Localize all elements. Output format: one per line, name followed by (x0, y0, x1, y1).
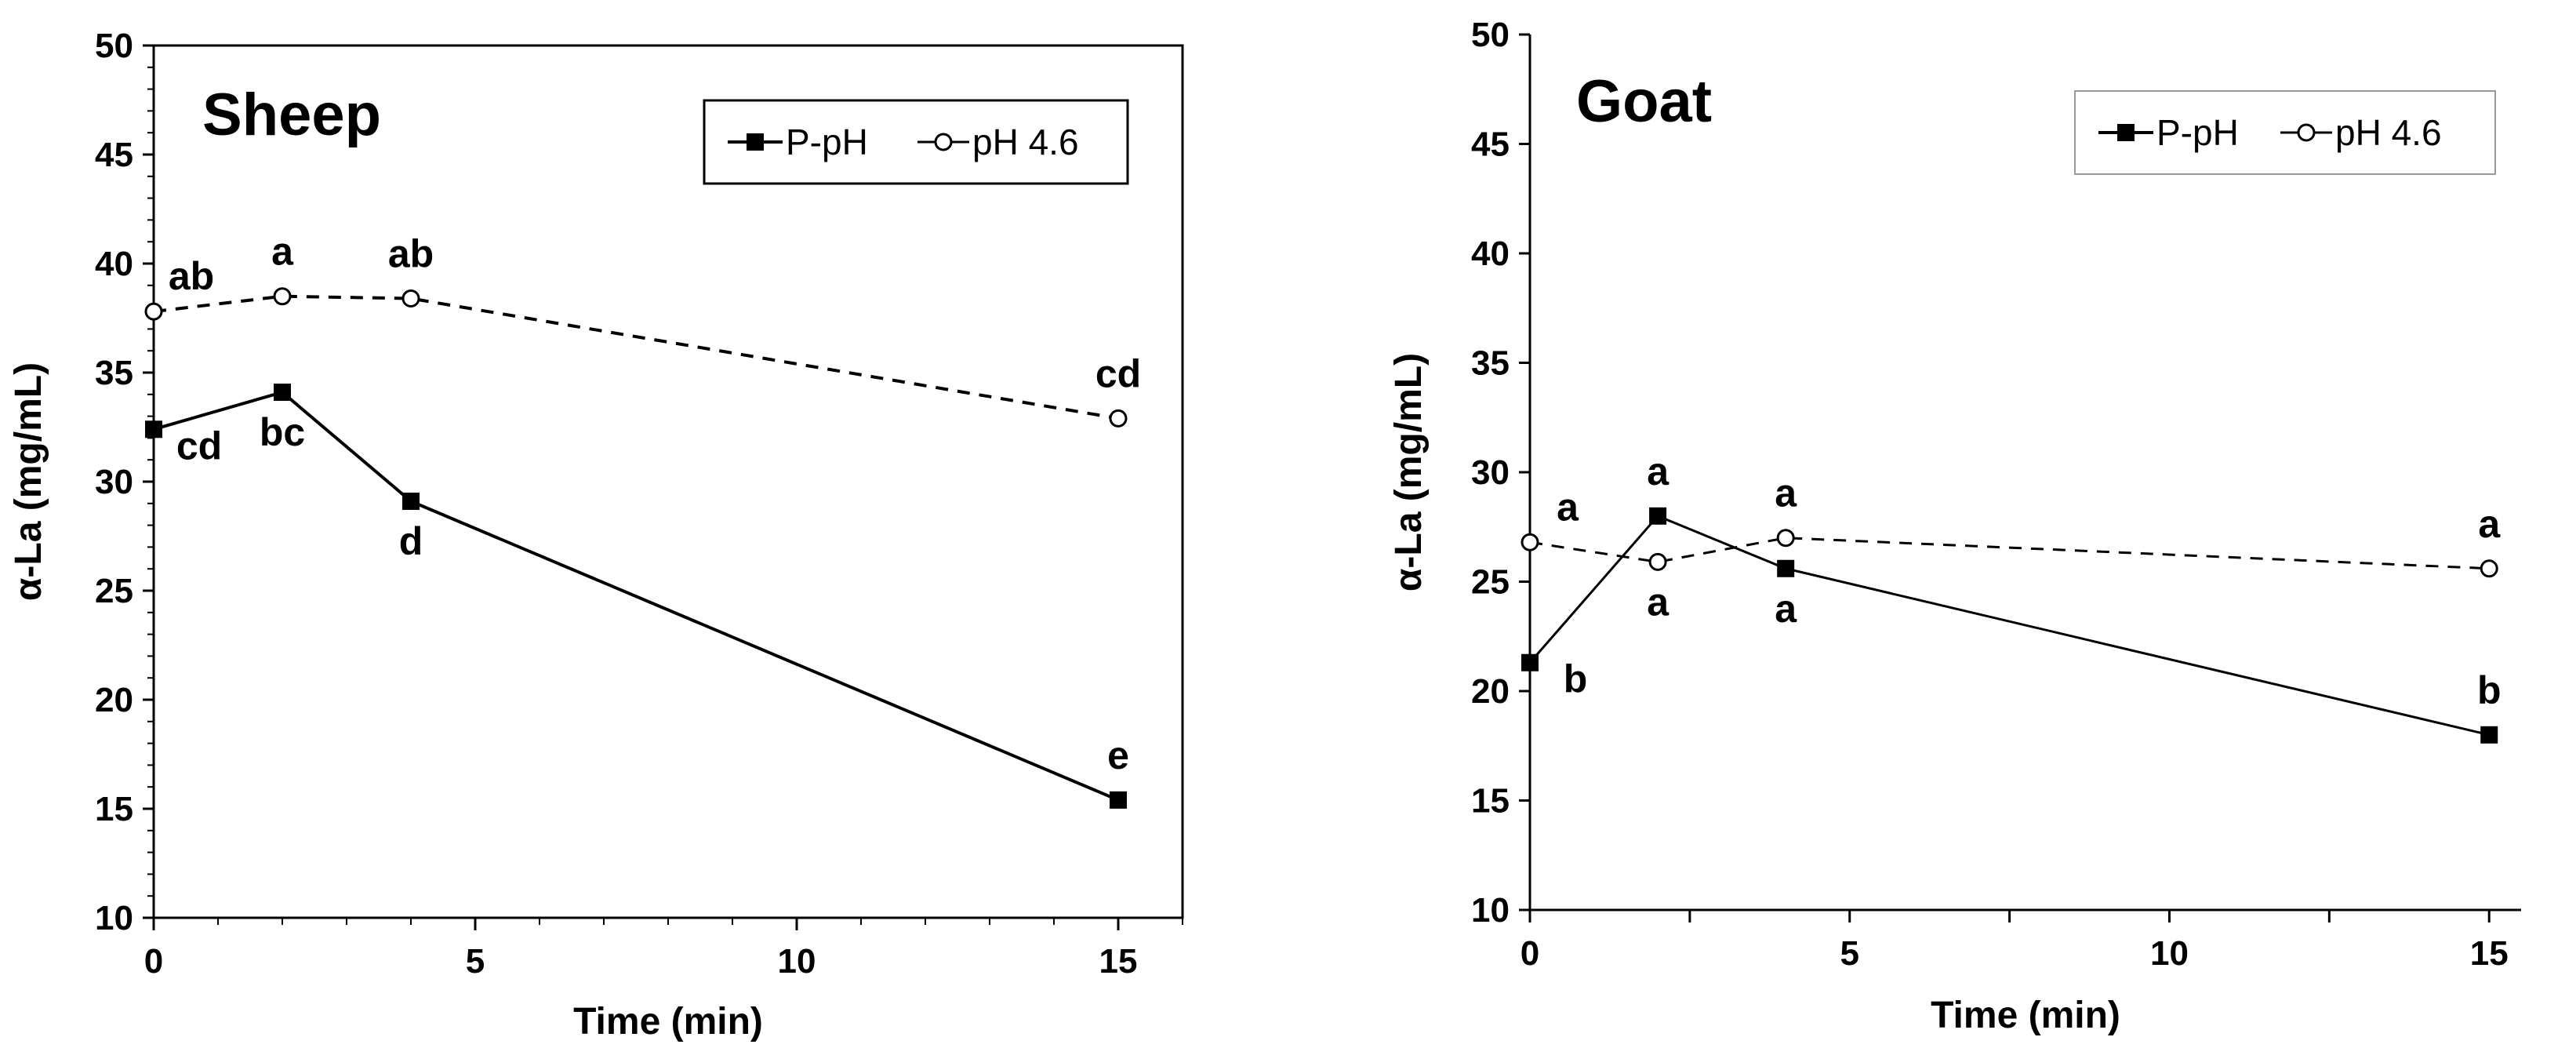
data-point (1521, 533, 1539, 551)
y-tick-label: 40 (1471, 235, 1510, 273)
data-point (402, 493, 420, 511)
data-point (145, 420, 162, 438)
y-tick-label: 10 (1471, 891, 1510, 930)
chart-panel-sheep: 10 15 20 25 30 35 40 45 50 0 5 10 15 Time (min) α-La (… (8, 27, 1184, 1043)
y-tick-label: 50 (1471, 16, 1510, 54)
significance-label: a (1775, 587, 1797, 631)
significance-label: cd (176, 424, 222, 468)
x-tick-label: 0 (144, 942, 163, 981)
data-point (1649, 507, 1667, 525)
y-tick-label: 45 (95, 136, 133, 174)
y-tick-label: 20 (95, 681, 133, 719)
significance-label: a (1775, 471, 1797, 515)
legend-label-p-ph: P-pH (786, 122, 868, 162)
significance-label: d (399, 519, 423, 563)
legend-label-ph-4-6: pH 4.6 (2335, 112, 2442, 153)
legend-marker-p-ph (747, 133, 764, 151)
y-tick-label: 20 (1471, 672, 1510, 711)
x-tick-label: 5 (466, 942, 485, 981)
series-line (1529, 537, 2490, 570)
data-point (1110, 791, 1127, 809)
x-tick-label: 0 (1521, 934, 1539, 973)
significance-label: b (2477, 668, 2502, 712)
y-tick-label: 15 (95, 790, 133, 828)
x-axis-title: Time (min) (573, 1001, 763, 1043)
legend-label-p-ph: P-pH (2156, 112, 2239, 153)
series-ph-4-6: ab a ab cd (144, 230, 1141, 428)
significance-label: a (1557, 485, 1579, 529)
panel-title: Sheep (202, 82, 381, 148)
data-point (1521, 653, 1539, 671)
x-tick-label: 5 (1840, 934, 1858, 973)
data-point (144, 302, 163, 321)
data-point (273, 287, 292, 306)
y-tick-label: 40 (95, 245, 133, 283)
significance-label: b (1564, 657, 1588, 701)
y-axis-title: α-La (mg/mL) (1388, 353, 1430, 591)
significance-label: a (271, 230, 294, 274)
legend: P-pH pH 4.6 (2074, 90, 2496, 175)
significance-label: bc (260, 410, 305, 454)
data-point (401, 289, 420, 307)
legend-label-ph-4-6: pH 4.6 (972, 122, 1079, 162)
y-axis-title: α-La (mg/mL) (8, 362, 49, 601)
series-line (153, 294, 1119, 420)
legend-marker-ph-4-6 (934, 133, 953, 151)
data-point (1109, 409, 1128, 428)
panel-title: Goat (1576, 68, 1712, 135)
y-tick-label: 15 (1471, 782, 1510, 821)
y-tick-label: 25 (1471, 563, 1510, 602)
significance-label: a (1647, 580, 1669, 624)
series-p-ph: cd bc d e (145, 384, 1129, 809)
significance-label: ab (388, 231, 434, 275)
y-tick-label: 25 (95, 572, 133, 610)
legend: P-pH pH 4.6 (703, 99, 1129, 185)
series-p-ph: b a a b (1521, 449, 2501, 744)
data-point (1776, 529, 1795, 548)
x-tick-label: 15 (2470, 934, 2509, 973)
y-tick-label: 35 (1471, 344, 1510, 383)
x-tick-label: 15 (1099, 942, 1138, 981)
legend-marker-ph-4-6 (2297, 123, 2316, 142)
y-tick-label: 50 (95, 27, 133, 65)
y-tick-label: 30 (95, 463, 133, 501)
significance-label: ab (169, 254, 214, 298)
x-tick-label: 10 (2150, 934, 2189, 973)
data-point (274, 384, 291, 402)
series-line (1528, 515, 2490, 737)
y-tick-label: 45 (1471, 126, 1510, 164)
significance-label: a (1647, 449, 1669, 493)
y-tick-label: 30 (1471, 453, 1510, 492)
y-tick-label: 35 (95, 354, 133, 392)
data-point (2480, 726, 2498, 744)
x-tick-label: 10 (778, 942, 816, 981)
legend-marker-p-ph (2117, 124, 2135, 141)
data-point (1777, 559, 1795, 577)
y-tick-label: 10 (95, 899, 133, 937)
significance-label: cd (1095, 351, 1141, 395)
data-point (2480, 559, 2498, 578)
chart-panel-goat: 10 15 20 25 30 35 40 45 50 0 5 10 15 Time (min) α-La (… (1388, 16, 2521, 1036)
series-line (153, 390, 1119, 802)
significance-label: a (2478, 502, 2501, 546)
data-point (1648, 552, 1667, 571)
significance-label: e (1107, 733, 1129, 777)
x-axis-title: Time (min) (1931, 995, 2120, 1036)
series-ph-4-6: a a a a (1521, 471, 2501, 624)
